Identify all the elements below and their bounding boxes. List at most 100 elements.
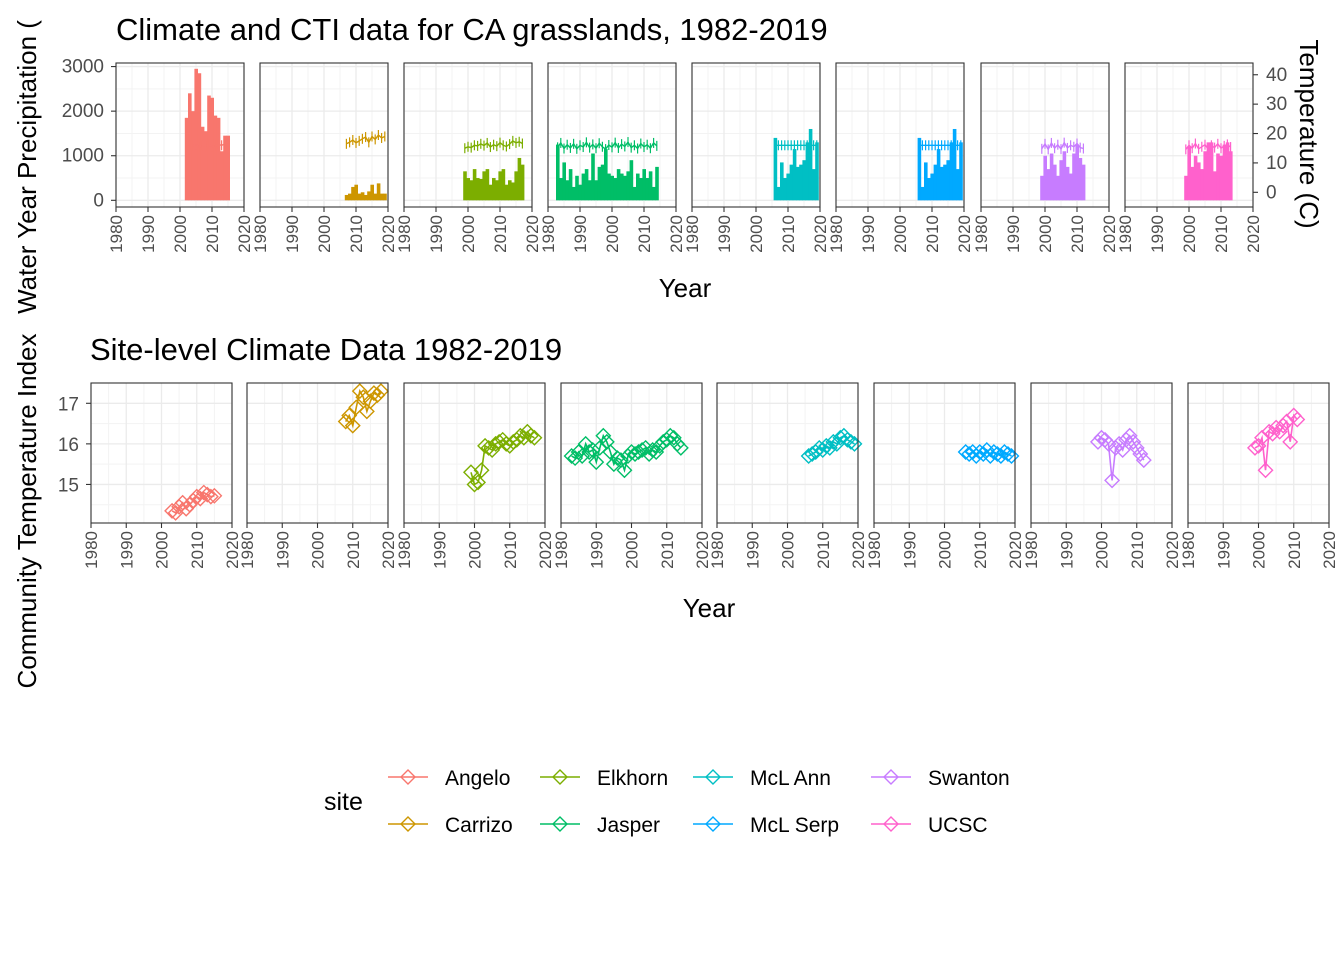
climate-x-tick-label: 2010 bbox=[779, 215, 798, 253]
climate-x-tick-label: 1980 bbox=[395, 215, 414, 253]
precip-bar bbox=[943, 164, 947, 201]
precip-bar bbox=[776, 186, 781, 201]
precip-bar bbox=[575, 175, 579, 201]
precip-bar bbox=[773, 137, 778, 201]
climate-x-tick-label: 2010 bbox=[347, 215, 366, 253]
legend-item-jasper: Jasper bbox=[540, 814, 660, 837]
climate-chart-title: Climate and CTI data for CA grasslands, … bbox=[116, 12, 828, 47]
cti-x-tick-label: 1980 bbox=[1179, 531, 1198, 569]
cti-chart: Site-level Climate Data 1982-2019 1980 19… bbox=[12, 332, 1339, 689]
cti-x-tick-label: 2000 bbox=[623, 531, 642, 569]
cti-point bbox=[1282, 433, 1299, 450]
climate-x-tick-label: 2020 bbox=[1244, 215, 1263, 253]
precip-bar bbox=[1203, 151, 1207, 201]
cti-x-tick-label: 2010 bbox=[188, 531, 207, 569]
precip-bar bbox=[463, 171, 467, 201]
cti-point bbox=[1111, 435, 1128, 452]
legend-key-marker bbox=[400, 816, 416, 832]
precip-bar bbox=[216, 117, 221, 201]
precip-bar bbox=[805, 142, 810, 201]
climate-x-tick-label: 1990 bbox=[715, 215, 734, 253]
precip-bar bbox=[632, 186, 637, 201]
precip-bar bbox=[376, 183, 381, 201]
precip-bar bbox=[607, 173, 611, 201]
cti-x-tick-label: 1980 bbox=[82, 531, 101, 569]
legend-label: McL Serp bbox=[750, 814, 839, 837]
cti-point bbox=[372, 383, 389, 400]
precip-bar bbox=[191, 111, 195, 201]
precip-bar bbox=[485, 169, 490, 201]
cti-point bbox=[807, 443, 824, 460]
precip-bar bbox=[636, 173, 640, 201]
precip-bar bbox=[959, 142, 963, 201]
precip-bar bbox=[370, 184, 374, 201]
cti-x-tick-label: 1990 bbox=[117, 531, 136, 569]
cti-point bbox=[563, 448, 580, 465]
precip-bar bbox=[1081, 164, 1086, 201]
cti-x-tick-label: 2010 bbox=[971, 531, 990, 569]
cti-axis: 15 16 17 bbox=[58, 394, 91, 496]
precip-bar bbox=[629, 160, 634, 201]
cti-point bbox=[515, 429, 532, 446]
cti-x-tick-label: 1980 bbox=[238, 531, 257, 569]
precip-bar bbox=[578, 184, 582, 201]
precip-bar bbox=[504, 184, 509, 201]
cti-point bbox=[1289, 411, 1306, 428]
precip-bar bbox=[946, 160, 950, 201]
precip-bar bbox=[556, 144, 560, 201]
cti-x-tick-label: 2000 bbox=[153, 531, 172, 569]
cti-point bbox=[185, 492, 202, 509]
precip-bar bbox=[1040, 175, 1044, 201]
cti-point bbox=[1271, 423, 1288, 440]
precip-bar bbox=[380, 193, 384, 201]
cti-x-tick-label: 2010 bbox=[344, 531, 363, 569]
cti-x-tick-label: 2020 bbox=[379, 531, 398, 569]
cti-panel-mcl-serp: 1980 1990 2000 2010 2020 bbox=[865, 382, 1025, 569]
precip-bar bbox=[514, 171, 518, 201]
climate-x-tick-label: 1990 bbox=[1148, 215, 1167, 253]
precip-bar bbox=[600, 164, 605, 201]
precip-bar bbox=[1075, 144, 1079, 201]
cti-x-tick-label: 1980 bbox=[708, 531, 727, 569]
climate-x-tick-label: 2000 bbox=[1036, 215, 1055, 253]
cti-point bbox=[337, 413, 354, 430]
climate-panel-jasper: 1980 1990 2000 2010 2020 bbox=[539, 62, 686, 253]
legend-key-marker bbox=[705, 769, 721, 785]
cti-x-tick-label: 2020 bbox=[223, 531, 242, 569]
climate-x-tick-label: 2020 bbox=[379, 215, 398, 253]
cti-point bbox=[996, 443, 1013, 460]
legend: site Angelo Carrizo Elkhorn Jasper McL Ann Mc… bbox=[324, 767, 1010, 837]
precip-bar bbox=[648, 171, 653, 201]
cti-point bbox=[616, 462, 633, 479]
climate-x-tick-label: 1980 bbox=[251, 215, 270, 253]
temperature-axis-label: Temperature (C) bbox=[1294, 39, 1324, 228]
precip-bar bbox=[1053, 164, 1057, 201]
climate-panel-mcl-serp: 1980 1990 2000 2010 2020 bbox=[827, 62, 974, 253]
cti-point bbox=[982, 448, 999, 465]
cti-point bbox=[487, 435, 504, 452]
cti-point bbox=[634, 441, 651, 458]
precip-bar bbox=[952, 128, 957, 201]
precip-bar bbox=[469, 180, 474, 201]
cti-point bbox=[512, 427, 529, 444]
cti-point bbox=[821, 439, 838, 456]
precip-bar bbox=[789, 164, 794, 201]
precip-bar bbox=[1072, 153, 1076, 201]
cti-point bbox=[351, 383, 368, 400]
cti-x-tick-label: 1990 bbox=[900, 531, 919, 569]
precip-bar bbox=[360, 192, 365, 201]
cti-x-tick-label: 2010 bbox=[814, 531, 833, 569]
cti-point bbox=[846, 435, 863, 452]
precip-bar bbox=[373, 193, 378, 201]
climate-x-tick-label: 1980 bbox=[827, 215, 846, 253]
cti-point bbox=[526, 429, 543, 446]
cti-point bbox=[181, 496, 198, 513]
climate-x-tick-label: 2000 bbox=[171, 215, 190, 253]
precip-bar bbox=[597, 166, 602, 201]
climate-panel-ucsc: 1980 1990 2000 2010 2020 bbox=[1116, 62, 1263, 253]
temperature-tick-label: 40 bbox=[1266, 65, 1287, 86]
precip-bar bbox=[357, 193, 362, 201]
cti-point bbox=[1089, 433, 1106, 450]
cti-point bbox=[1128, 439, 1145, 456]
